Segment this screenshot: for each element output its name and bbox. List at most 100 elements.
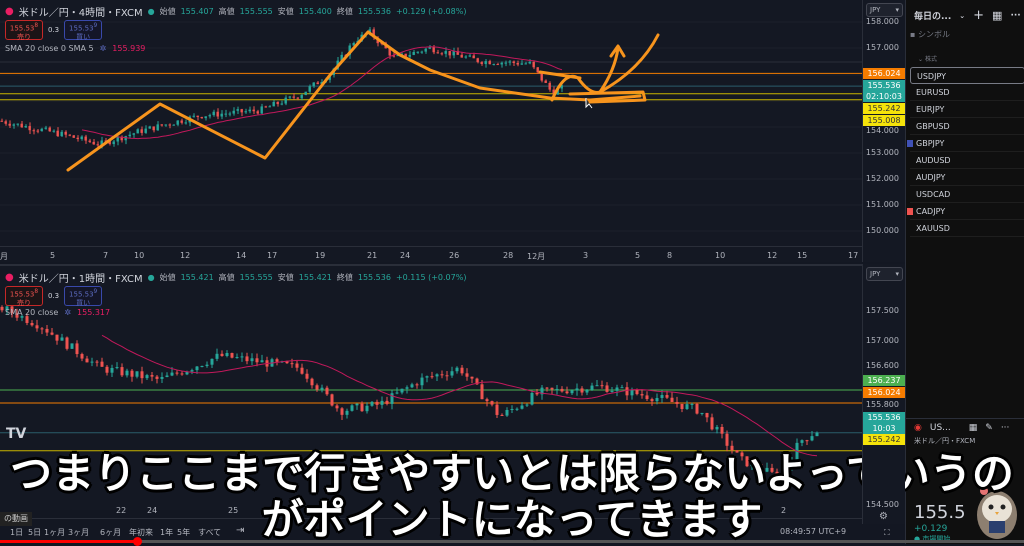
- time-axis-4h[interactable]: 月 5 7 10 12 14 17 19 21 24 26 28 12月 3 5 8 10 12 15 17: [0, 246, 862, 262]
- more-icon[interactable]: ···: [1010, 10, 1021, 21]
- candle: [440, 53, 443, 55]
- range-button[interactable]: 6ヶ月: [100, 528, 122, 537]
- chart-4h[interactable]: ● 米ドル／円・4時間・FXCM ● 始値 155.407 高値 155.555 安…: [0, 0, 862, 246]
- time-axis-1h[interactable]: 22 24 25 2: [0, 502, 862, 518]
- buy-label: 買い: [76, 299, 91, 308]
- range-button[interactable]: 1年: [160, 528, 174, 537]
- watchlist-symbol: GBPUSD: [916, 122, 950, 131]
- candle: [480, 384, 484, 400]
- range-button[interactable]: 年初来: [129, 528, 153, 537]
- candle: [520, 405, 524, 409]
- low-value: 155.400: [298, 7, 332, 16]
- watchlist-item-usdjpy[interactable]: USDJPY: [910, 67, 1024, 84]
- range-button[interactable]: 5年: [177, 528, 191, 537]
- candle: [200, 365, 204, 367]
- sell-button[interactable]: 155.538 売り: [5, 286, 43, 307]
- candle: [135, 371, 139, 377]
- more-icon[interactable]: ···: [1000, 423, 1010, 433]
- buy-price-sup: 9: [93, 289, 98, 295]
- flag-marker-icon[interactable]: [907, 140, 913, 147]
- price-tag: 156.024: [863, 68, 905, 79]
- chart-title[interactable]: 米ドル／円・4時間・FXCM: [18, 8, 143, 19]
- candle: [72, 135, 75, 138]
- candle: [540, 72, 543, 81]
- candle: [710, 417, 714, 430]
- column-header-symbol[interactable]: シンボル: [917, 30, 950, 39]
- chart-title[interactable]: 米ドル／円・1時間・FXCM: [18, 274, 143, 285]
- candle: [80, 136, 83, 140]
- watchlist-title[interactable]: 毎日の...: [914, 12, 952, 22]
- candle: [605, 385, 609, 392]
- currency-select[interactable]: JPY ▾: [866, 3, 903, 17]
- watchlist-item-gbpusd[interactable]: GBPUSD: [910, 118, 1024, 135]
- chart-1h-canvas[interactable]: [0, 266, 862, 510]
- chevron-down-icon[interactable]: ⌄: [918, 56, 924, 63]
- price-axis-1h[interactable]: JPY ▾ ⚙ 157.500 157.000 156.600 155.800 154.5…: [862, 264, 905, 524]
- candle: [504, 62, 507, 64]
- watchlist-item-audusd[interactable]: AUDUSD: [910, 152, 1024, 169]
- clock[interactable]: 08:49:57 UTC+9: [780, 527, 847, 536]
- watchlist-item-audjpy[interactable]: AUDJPY: [910, 169, 1024, 186]
- indicator-settings-icon[interactable]: ✲: [99, 44, 107, 53]
- candle: [590, 385, 594, 390]
- candle: [272, 101, 275, 107]
- watchlist-item-cadjpy[interactable]: CADJPY: [907, 203, 1024, 220]
- price-tick: 150.000: [865, 226, 899, 235]
- candle: [765, 467, 769, 472]
- indicator-legend[interactable]: SMA 20 close ✲ 155.317: [5, 308, 110, 317]
- range-button[interactable]: 1ヶ月: [44, 528, 66, 537]
- indicator-settings-icon[interactable]: ✲: [64, 308, 72, 317]
- candle: [96, 144, 99, 146]
- price-tick: 153.000: [865, 148, 899, 157]
- sell-button[interactable]: 155.538 売り: [5, 20, 43, 41]
- video-tag[interactable]: の動画: [0, 512, 32, 526]
- video-progress-handle[interactable]: [133, 537, 143, 546]
- candle: [45, 328, 49, 333]
- detail-name: 米ドル／円・FXCM: [914, 437, 976, 445]
- candle: [404, 53, 407, 57]
- candle: [740, 452, 744, 457]
- range-button[interactable]: 5日: [28, 528, 42, 537]
- watchlist-item-xauusd[interactable]: XAUUSD: [910, 220, 1024, 237]
- chart-4h-canvas[interactable]: [0, 0, 862, 246]
- fullscreen-icon[interactable]: ⛶: [884, 528, 890, 537]
- chevron-down-icon[interactable]: ⌄: [959, 11, 966, 20]
- watchlist-item-usdcad[interactable]: USDCAD: [910, 186, 1024, 203]
- grid-icon[interactable]: ▦: [968, 423, 978, 433]
- flag-marker-icon[interactable]: [907, 208, 913, 215]
- calculator-icon[interactable]: ▦: [992, 9, 1003, 22]
- candle: [560, 388, 564, 392]
- candle: [150, 375, 154, 377]
- candle: [650, 399, 654, 402]
- buy-button[interactable]: 155.539 買い: [64, 20, 103, 41]
- chart-1h[interactable]: ● 米ドル／円・1時間・FXCM ● 始値 155.421 高値 155.555 安…: [0, 264, 862, 510]
- candle: [505, 409, 509, 416]
- candle: [810, 436, 814, 441]
- date-range-icon[interactable]: ⇥: [236, 525, 245, 536]
- edit-icon[interactable]: ✎: [985, 423, 993, 433]
- add-symbol-icon[interactable]: +: [973, 8, 985, 23]
- buy-button[interactable]: 155.539 買い: [64, 286, 103, 308]
- close-label: 終値: [336, 7, 353, 16]
- watchlist-item-eurusd[interactable]: EURUSD: [910, 84, 1024, 101]
- range-button[interactable]: 1日: [10, 528, 24, 537]
- range-button[interactable]: すべて: [198, 528, 222, 537]
- time-tick: 10: [134, 251, 145, 260]
- candle: [170, 372, 174, 376]
- time-tick: 12: [180, 251, 191, 260]
- close-value: 155.536: [357, 273, 391, 282]
- watchlist-item-gbpjpy[interactable]: GBPJPY: [907, 135, 1024, 152]
- indicator-legend[interactable]: SMA 20 close 0 SMA 5 ✲ 155.939: [5, 44, 145, 53]
- price-tick: 157.500: [865, 306, 899, 315]
- candle: [8, 123, 11, 126]
- currency-select[interactable]: JPY ▾: [866, 267, 903, 281]
- range-button[interactable]: 3ヶ月: [68, 528, 90, 537]
- watchlist-item-eurjpy[interactable]: EURJPY: [910, 101, 1024, 118]
- detail-symbol[interactable]: US...: [929, 423, 951, 433]
- candle: [204, 116, 207, 119]
- video-progress-track[interactable]: [0, 540, 1024, 543]
- section-header[interactable]: 株式: [924, 56, 937, 63]
- price-axis-4h[interactable]: JPY ▾ 158.000 157.000 154.000 153.000 152.000…: [862, 0, 905, 262]
- candle: [620, 387, 624, 389]
- settings-gear-icon[interactable]: ⚙: [879, 511, 888, 522]
